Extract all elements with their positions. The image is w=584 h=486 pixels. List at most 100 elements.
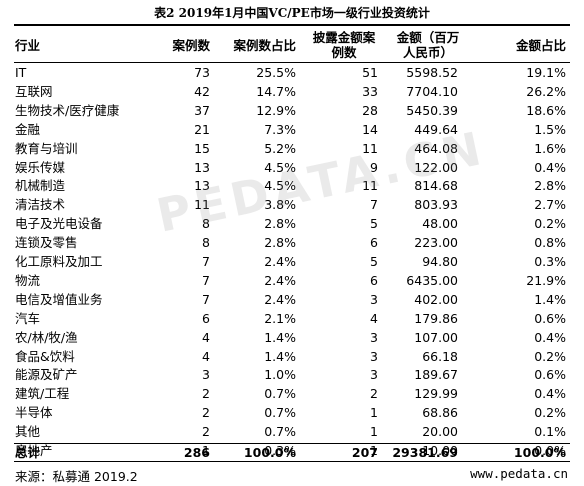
cell-cases: 42: [194, 83, 210, 99]
cell-cases: 6: [202, 310, 210, 326]
cell-case-share: 0.7%: [264, 405, 296, 421]
cell-amount: 464.08: [414, 140, 458, 156]
cell-cases: 13: [194, 178, 210, 194]
cell-industry: 金融: [15, 121, 41, 137]
cell-industry: 化工原料及加工: [15, 254, 103, 269]
cell-cases: 8: [202, 216, 210, 232]
cell-case-share: 12.9%: [256, 102, 296, 118]
cell-amount: 179.86: [414, 310, 458, 326]
cell-amount-share: 0.0%: [534, 443, 566, 458]
cell-disclosed: 5: [370, 254, 378, 269]
cell-amount: 449.64: [414, 121, 458, 137]
cell-amount-share: 0.2%: [534, 348, 566, 364]
cell-amount-share: 1.6%: [534, 140, 566, 156]
cell-amount-share: 0.4%: [534, 329, 566, 345]
cell-cases: 21: [194, 121, 210, 137]
cell-cases: 7: [202, 254, 210, 269]
cell-cases: 7: [202, 291, 210, 307]
cell-amount: 402.00: [414, 291, 458, 307]
cell-cases: 4: [202, 348, 210, 364]
cell-industry: 农/林/牧/渔: [15, 329, 78, 345]
cell-case-share: 1.4%: [264, 348, 296, 364]
cell-disclosed: 2: [370, 386, 378, 402]
top-rule: [14, 24, 570, 26]
cell-cases: 11: [194, 197, 210, 213]
cell-disclosed: 4: [370, 310, 378, 326]
cell-amount: 223.00: [414, 235, 458, 251]
source-note: 来源：私募通 2019.2: [15, 469, 138, 484]
total-rule: [14, 443, 570, 444]
cell-case-share: 2.1%: [264, 310, 296, 326]
cell-case-share: 0.7%: [264, 424, 296, 440]
cell-disclosed: 11: [362, 140, 378, 156]
cell-amount: 20.00: [422, 424, 458, 440]
cell-amount: 68.86: [422, 405, 458, 421]
cell-amount-share: 18.6%: [526, 102, 566, 118]
total-cell-amount: 29381.69: [392, 445, 458, 460]
cell-cases: 3: [202, 367, 210, 383]
cell-disclosed: 14: [362, 121, 378, 137]
cell-disclosed: 3: [370, 291, 378, 307]
header-amount-line2: 人民币）: [402, 45, 453, 60]
cell-case-share: 2.4%: [264, 272, 296, 288]
cell-cases: 8: [202, 235, 210, 251]
cell-disclosed: 3: [370, 348, 378, 364]
cell-amount-share: 21.9%: [526, 272, 566, 288]
cell-case-share: 2.8%: [264, 235, 296, 251]
cell-industry: 建筑/工程: [15, 386, 70, 402]
cell-industry: 生物技术/医疗健康: [15, 102, 120, 118]
header-amount-line1: 金额（百万: [396, 30, 460, 45]
cell-amount: 6435.00: [406, 272, 458, 288]
cell-amount: 189.67: [414, 367, 458, 383]
cell-disclosed: 11: [362, 178, 378, 194]
header-disclosed: 披露金额案 例数: [304, 30, 384, 60]
cell-industry: 食品&饮料: [15, 348, 75, 364]
cell-cases: 2: [202, 424, 210, 440]
header-case-share: 案例数占比: [233, 38, 296, 53]
cell-industry: 汽车: [15, 310, 41, 326]
total-cell-amount-share: 100.0%: [513, 445, 566, 460]
cell-amount-share: 0.4%: [534, 386, 566, 402]
cell-amount-share: 19.1%: [526, 65, 566, 80]
bottom-rule: [14, 461, 570, 462]
cell-amount-share: 2.7%: [534, 197, 566, 213]
cell-case-share: 14.7%: [256, 83, 296, 99]
cell-disclosed: 28: [362, 102, 378, 118]
header-disclosed-line1: 披露金额案: [312, 30, 376, 45]
cell-amount: 129.99: [414, 386, 458, 402]
cell-amount-share: 0.6%: [534, 310, 566, 326]
cell-disclosed: 6: [370, 235, 378, 251]
cell-cases: 73: [194, 65, 210, 80]
cell-disclosed: 3: [370, 329, 378, 345]
cell-amount: 814.68: [414, 178, 458, 194]
cell-case-share: 1.4%: [264, 329, 296, 345]
cell-amount-share: 1.4%: [534, 291, 566, 307]
cell-industry: 机械制造: [15, 178, 66, 194]
cell-amount-share: 0.2%: [534, 405, 566, 421]
cell-amount: 803.93: [414, 197, 458, 213]
cell-case-share: 2.4%: [264, 254, 296, 269]
header-amount: 金额（百万 人民币）: [384, 30, 472, 60]
header-industry: 行业: [15, 38, 41, 53]
cell-disclosed: 5: [370, 216, 378, 232]
header-disclosed-line2: 例数: [331, 45, 357, 60]
cell-case-share: 7.3%: [264, 121, 296, 137]
source-url: www.pedata.cn: [470, 466, 568, 481]
cell-case-share: 25.5%: [256, 65, 296, 80]
cell-industry: 电信及增值业务: [15, 291, 103, 307]
cell-industry: 电子及光电设备: [15, 216, 103, 232]
cell-case-share: 5.2%: [264, 140, 296, 156]
cell-amount-share: 1.5%: [534, 121, 566, 137]
cell-case-share: 2.4%: [264, 291, 296, 307]
cell-amount: 94.80: [422, 254, 458, 269]
cell-industry: 娱乐传媒: [15, 159, 66, 175]
cell-disclosed: 9: [370, 159, 378, 175]
total-cell-industry: 总计: [15, 445, 41, 460]
cell-cases: 1: [202, 443, 210, 458]
cell-case-share: 3.8%: [264, 197, 296, 213]
cell-amount-share: 2.8%: [534, 178, 566, 194]
cell-disclosed: 51: [362, 65, 378, 80]
cell-case-share: 4.5%: [264, 159, 296, 175]
cell-amount-share: 26.2%: [526, 83, 566, 99]
cell-amount-share: 0.2%: [534, 216, 566, 232]
